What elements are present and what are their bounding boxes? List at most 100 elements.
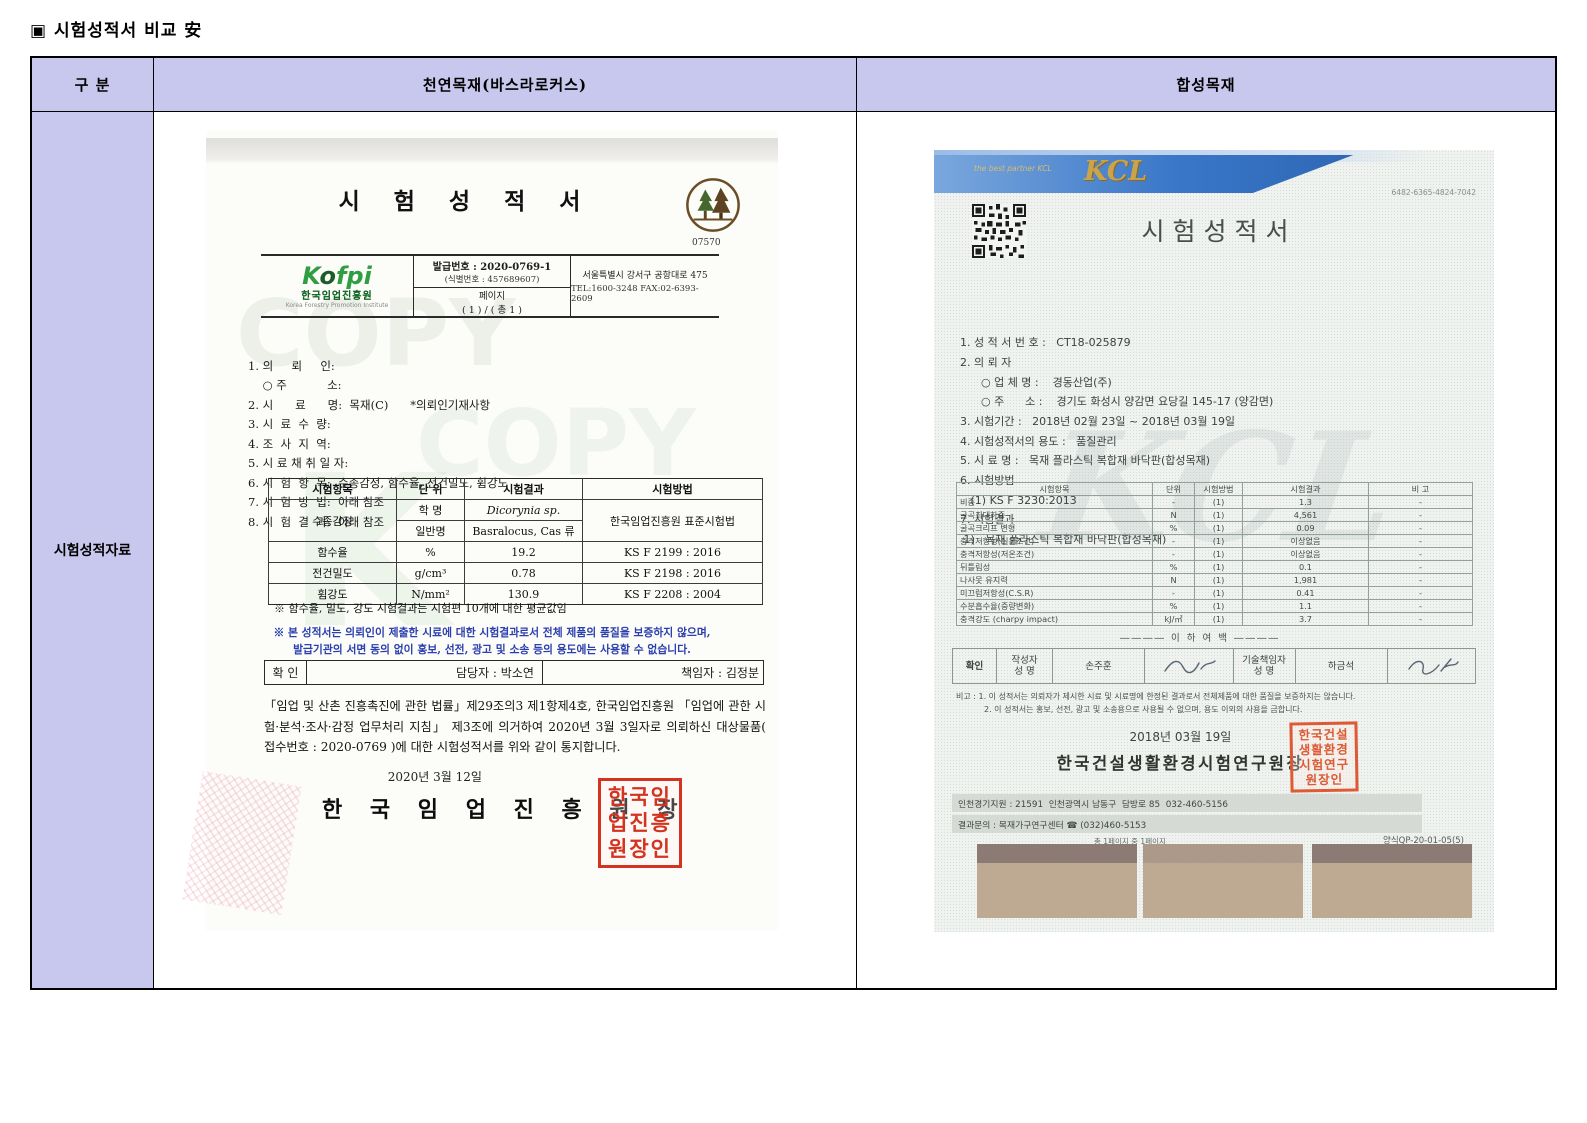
kofpi-cert-title: 시 험 성 적 서 — [338, 188, 594, 215]
signature-icon — [1164, 660, 1216, 674]
form-code: 양식QP-20-01-05(5) — [1383, 836, 1464, 846]
issue-number: 발급번호 : 2020-0769-1 — [432, 261, 552, 273]
page-title: ▣ 시험성적서 비교 安 — [30, 21, 203, 41]
info-line: 3. 시 료 수 량: — [248, 417, 331, 431]
sample-photo-3 — [1312, 844, 1472, 918]
common-name-label: 일반명 — [396, 520, 465, 542]
remark-line2: 2. 이 성적서는 홍보, 선전, 광고 및 소송용으로 사용될 수 없으며, … — [984, 705, 1303, 714]
signature-icon — [1408, 658, 1459, 675]
table-row: 충격저항성(실온조건) - (1) 이상없음 - — [956, 534, 1473, 548]
page-label: 페이지 — [478, 290, 506, 302]
kcl-issuer: 한국건설생활환경시험연구원장 — [1056, 754, 1305, 773]
confirm-label: 확 인 — [265, 661, 307, 684]
info-line: 5. 시 료 명 : 목재 플라스틱 복합재 바닥판(합성목재) — [960, 454, 1211, 468]
col-unit: 단 위 — [396, 478, 465, 500]
table-row: 일반명 Basralocus, Cas 류 — [269, 520, 763, 542]
kcl-banner: the best partner KCL KCL — [934, 150, 1494, 194]
kofpi-org-name: 한국임업진흥원 — [301, 287, 372, 302]
tech-label: 기술책임자 성 명 — [1234, 649, 1296, 683]
table-row: 휨강도 N/mm² 130.9 KS F 2208 : 2004 — [268, 583, 763, 605]
qr-code-icon — [972, 204, 1026, 258]
identification-number: (식별번호 : 457689607) — [444, 274, 540, 285]
branch-contact: 인천경기지원 : 21591 인천광역시 남동구 담방로 85 032-460-… — [952, 794, 1422, 812]
table-row: 굴곡크리프 변형% (1) 0.09- — [956, 521, 1473, 535]
header-gubun: 구 분 — [32, 58, 154, 112]
table-row: 뒤틀림성% (1) 0.1- — [956, 560, 1473, 574]
info-line: 5. 시 료 채 취 일 자: — [248, 456, 349, 470]
table-row: 충격강도 (charpy impact) kJ/㎡ (1) 3.7- — [956, 612, 1473, 626]
header-natural-wood: 천연목재(바스라로커스) — [154, 58, 857, 112]
inquiry-contact: 결과문의 : 목재가구연구센터 ☎ (032)460-5153 — [952, 815, 1422, 833]
kcl-issue-date: 2018년 03월 19일 — [1129, 730, 1232, 744]
table-row: 나사못 유지력 N (1) 1,981- — [956, 573, 1473, 587]
writer-name: 손주훈 — [1053, 649, 1145, 683]
issue-number-block: 발급번호 : 2020-0769-1 (식별번호 : 457689607) 페이… — [413, 256, 571, 316]
info-line: 2. 시 료 명: 목재(C) *의뢰인기재사항 — [248, 397, 491, 412]
disclaimer-line2: 발급기관의 서면 동의 없이 홍보, 선전, 광고 및 소송 등의 용도에는 사… — [293, 643, 691, 656]
sample-photo-2 — [1143, 844, 1303, 918]
col-unit: 단위 — [1152, 482, 1195, 496]
table-row: 굴곡최대하중 N (1) 4,561- — [956, 508, 1473, 522]
kofpi-tel-fax: TEL:1600-3248 FAX:02-6393-2609 — [571, 284, 699, 304]
header-synthetic-wood: 합성목재 — [857, 58, 1555, 112]
kcl-certificate: KCL the best partner KCL KCL 6482-6365-4… — [934, 150, 1494, 932]
blank-below-line: ―――― 이 하 여 백 ―――― — [1119, 633, 1281, 644]
synthetic-wood-cert-cell: KCL the best partner KCL KCL 6482-6365-4… — [857, 112, 1555, 988]
kofpi-address: 서울특별시 강서구 공항대로 475 — [582, 271, 708, 281]
manager-name: 담당자 : 박소연 — [307, 661, 543, 684]
info-line: 3. 시험기간 : 2018년 02월 23일 ~ 2018년 03월 19일 — [960, 414, 1236, 428]
average-note: ※ 함수율, 밀도, 강도 시험결과는 시험편 10개에 대한 평균값임 — [274, 602, 567, 615]
kofpi-result-table: 시험항목 단 위 시험결과 시험방법 수종감정 학 명 Dicorynia sp… — [268, 478, 763, 605]
col-test-item: 시험항목 — [956, 482, 1153, 496]
forest-tree-stamp-icon — [684, 176, 742, 238]
writer-label: 작성자 성 명 — [997, 649, 1053, 683]
info-line: ○ 업 체 명 : 경동산업(주) — [960, 375, 1112, 389]
kofpi-logo: Kofpi 한국임업진흥원 Korea Forestry Promotion I… — [285, 262, 389, 309]
col-result: 시험결과 — [1242, 482, 1369, 496]
kofpi-issue-date: 2020년 3월 12일 — [387, 770, 482, 784]
tech-signature — [1388, 649, 1476, 683]
kofpi-address-block: 서울특별시 강서구 공항대로 475 TEL:1600-3248 FAX:02-… — [571, 256, 719, 316]
page-count-info: 총 1페이지 중 1페이지 — [1094, 837, 1166, 846]
table-row: 전건밀도 g/cm³ 0.78 KS F 2198 : 2016 — [268, 562, 763, 584]
table-row: 비중 - (1) 1.3- — [956, 495, 1473, 509]
common-name-value: Basralocus, Cas 류 — [464, 520, 583, 542]
confirm-label: 확인 — [953, 649, 997, 683]
writer-signature — [1145, 649, 1234, 683]
col-method: 시험방법 — [1194, 482, 1243, 496]
info-line: ○ 주 소 : 경기도 화성시 양감면 요당길 145-17 (양감면) — [960, 395, 1274, 409]
table-row: 수종감정 학 명 Dicorynia sp. 한국임업진흥원 표준시험법 — [268, 499, 763, 542]
info-line: 4. 조 사 지 역: — [248, 436, 331, 451]
info-line: 2. 의 뢰 자 — [960, 355, 1012, 369]
sample-photo-1 — [977, 844, 1137, 918]
table-row: 미끄럼저항성(C.S.R) - (1) 0.41- — [956, 586, 1473, 600]
responsible-name: 책임자 : 김정분 — [681, 666, 759, 680]
comparison-table: 구 분 천연목재(바스라로커스) 합성목재 시험성적자료 COPY COPY K… — [30, 56, 1557, 990]
kofpi-header-box: Kofpi 한국임업진흥원 Korea Forestry Promotion I… — [261, 254, 719, 318]
row-label-test-report-data: 시험성적자료 — [32, 112, 154, 988]
kcl-result-table: 시험항목 단위 시험방법 시험결과 비 고 비중 - (1) 1.3- — [956, 482, 1473, 626]
col-test-item: 시험항목 — [268, 478, 397, 500]
pink-copy-hatch-mark — [182, 770, 302, 916]
kofpi-certificate: COPY COPY K 시 험 성 적 서 07570 Kofpi 한국임업진 — [182, 130, 778, 930]
kcl-red-seal: 한국건설 생활환경 시험연구 원장인 — [1289, 721, 1359, 793]
kofpi-org-name-en: Korea Forestry Promotion Institute — [285, 302, 389, 309]
remark-line1: 비고 : 1. 이 성적서는 의뢰자가 제시한 시료 및 시료명에 한정된 결과… — [956, 692, 1356, 701]
kcl-contact-box: 인천경기지원 : 21591 인천광역시 남동구 담방로 85 032-460-… — [952, 794, 1422, 836]
confirmation-row: 확 인 담당자 : 박소연 책임자 : 김정분 — [264, 660, 764, 685]
page-value: ( 1 ) / ( 총 1 ) — [462, 304, 522, 316]
table-row: 함수율% 19.2 KS F 2199 : 2016 — [268, 541, 763, 563]
kcl-confirmation-row: 확인 작성자 성 명 손주훈 기술책임자 성 명 하금석 — [952, 648, 1476, 684]
col-note: 비 고 — [1368, 482, 1473, 496]
disclaimer-line1: ※ 본 성적서는 의뢰인이 제출한 시료에 대한 시험결과로서 전체 제품의 품… — [273, 626, 711, 639]
table-row: 충격저항성(저온조건) - (1) 이상없음 - — [956, 547, 1473, 561]
kofpi-issuer: 한 국 임 업 진 흥 원 장 — [322, 797, 688, 823]
natural-wood-cert-cell: COPY COPY K 시 험 성 적 서 07570 Kofpi 한국임업진 — [154, 112, 857, 988]
info-line: 4. 시험성적서의 용도 : 품질관리 — [960, 434, 1117, 448]
kcl-slogan: the best partner KCL — [974, 164, 1052, 173]
species-id-cell: 수종감정 — [268, 499, 397, 542]
sci-name-value: Dicorynia sp. — [464, 499, 583, 521]
species-method-cell: 한국임업진흥원 표준시험법 — [582, 499, 763, 542]
info-line: 1. 의 뢰 인: — [248, 358, 335, 373]
info-line: 1. 성 적 서 번 호 : CT18-025879 — [960, 336, 1131, 350]
